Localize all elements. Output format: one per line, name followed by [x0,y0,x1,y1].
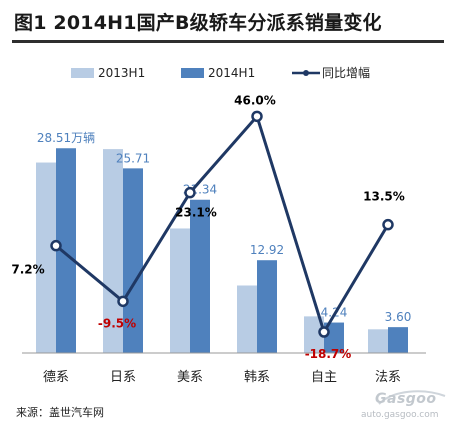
bars-group [36,148,408,353]
category-label-5: 法系 [375,370,401,385]
legend-swatch-2013h1 [71,68,94,78]
category-labels-group: 德系 日系 美系 韩系 自主 法系 [43,370,401,385]
bar-2013h1-2 [170,228,190,353]
bar-2014h1-1 [123,168,143,353]
legend-label-growth: 同比增幅 [322,65,370,80]
watermark-swoosh-icon [378,390,446,405]
growth-label-1: -9.5% [98,316,136,330]
growth-label-0: 7.2% [11,263,44,277]
category-label-3: 韩系 [244,370,270,385]
category-label-2: 美系 [177,370,203,385]
title-underline [12,40,444,43]
legend-marker-growth [303,70,309,76]
growth-point-0 [50,239,62,252]
category-label-1: 日系 [110,370,136,385]
bar-2014h1-2 [190,199,210,353]
bar-2013h1-0 [36,162,56,353]
legend-label-2013h1: 2013H1 [98,66,145,80]
watermark-name: Gasgoo [375,391,437,407]
growth-label-5: 13.5% [363,190,405,204]
growth-line [55,114,390,334]
growth-point-4 [318,326,330,338]
legend-label-2014h1: 2014H1 [208,66,255,80]
bar-2014h1-5 [388,327,408,353]
growth-label-4: -18.7% [305,347,352,361]
value-label-2014h1-0: 28.51万辆 [37,131,95,145]
bar-2014h1-3 [257,260,277,353]
bar-2013h1-4 [304,316,324,353]
growth-line-group: 7.2% -9.5% 23.1% 46.0% -18.7% 13.5% [11,93,404,361]
value-label-2014h1-1: 25.71 [116,151,150,165]
growth-label-3: 46.0% [234,93,276,107]
chart-title: 图1 2014H1国产B级轿车分派系销量变化 [14,12,382,34]
category-label-4: 自主 [311,370,337,385]
category-label-0: 德系 [43,370,69,385]
growth-point-5 [382,218,394,231]
bar-2014h1-0 [56,148,76,353]
growth-point-2 [184,186,196,199]
bar-2013h1-5 [368,329,388,353]
growth-point-1 [117,295,129,308]
legend: 2013H1 2014H1 同比增幅 [71,65,370,80]
value-label-2014h1-3: 12.92 [250,243,284,257]
growth-point-3 [251,110,263,123]
legend-swatch-2014h1 [181,68,204,78]
source-note: 来源：盖世汽车网 [16,406,104,419]
watermark-logo [378,390,446,405]
watermark-url: auto.gasgoo.com [361,410,439,420]
value-label-2014h1-5: 3.60 [385,310,412,324]
bar-2013h1-3 [237,285,257,353]
growth-label-2: 23.1% [175,206,217,220]
